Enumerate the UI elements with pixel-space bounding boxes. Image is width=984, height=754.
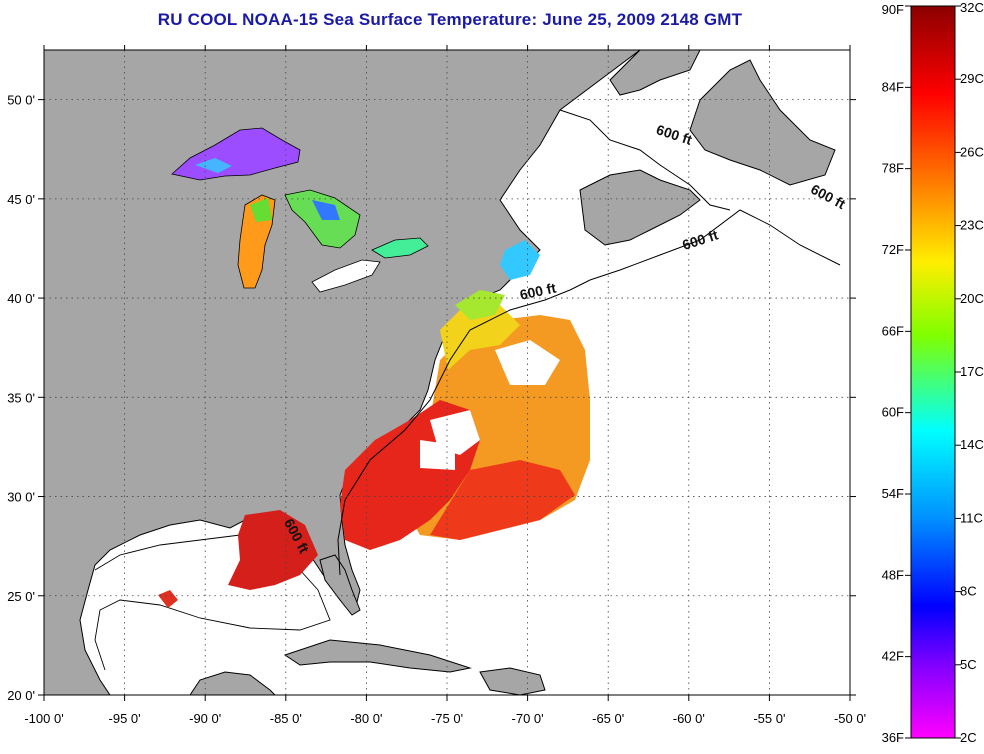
newfoundland-land	[689, 59, 836, 186]
nova-scotia-land	[579, 169, 701, 246]
cloud-gap-3	[420, 440, 455, 470]
colorbar-f-label: 48F	[882, 567, 904, 582]
north-america-land	[44, 50, 641, 695]
cuba-land	[283, 639, 472, 673]
cloud-gap-1	[495, 340, 560, 385]
colorbar-f-label: 66F	[882, 323, 904, 338]
colorbar-c-label: 20C	[960, 291, 984, 306]
lon-tick-label: -75 0'	[431, 711, 463, 726]
lon-tick-label: -100 0'	[24, 711, 63, 726]
lon-tick-label: -70 0'	[512, 711, 544, 726]
lake-huron-blue	[312, 200, 340, 220]
lon-tick-label: -50 0'	[834, 711, 866, 726]
map-title: RU COOL NOAA-15 Sea Surface Temperature:…	[157, 10, 743, 29]
hispaniola-land	[479, 667, 546, 695]
colorbar-c-label: 2C	[960, 730, 977, 745]
colorbar-c-label: 29C	[960, 71, 984, 86]
colorbar-f-label: 84F	[882, 79, 904, 94]
lon-tick-label: -65 0'	[592, 711, 624, 726]
sst-gulf-maine-cyan	[500, 240, 540, 280]
colorbar-c-label: 23C	[960, 218, 984, 233]
latitude-axis: 20 0' 25 0' 30 0' 35 0' 40 0' 45 0' 50 0'	[7, 93, 856, 703]
colorbar-c-label: 32C	[960, 0, 984, 15]
lon-tick-label: -80 0'	[350, 711, 382, 726]
colorbar-f-label: 78F	[882, 161, 904, 176]
colorbar-f-label: 72F	[882, 242, 904, 257]
colorbar-c-label: 26C	[960, 144, 984, 159]
colorbar-c-label: 8C	[960, 584, 977, 599]
lat-tick-label: 20 0'	[7, 688, 35, 703]
lat-tick-label: 30 0'	[7, 490, 35, 505]
colorbar-c-label: 14C	[960, 437, 984, 452]
colorbar-f-label: 60F	[882, 405, 904, 420]
colorbar-f-label: 36F	[882, 730, 904, 745]
grid-lines	[44, 50, 850, 695]
shelf-contour-600ft	[337, 209, 841, 576]
colorbar-f-label: 42F	[882, 649, 904, 664]
colorbar-c-label: 11C	[960, 510, 983, 525]
lon-tick-label: -85 0'	[270, 711, 302, 726]
lat-tick-label: 40 0'	[7, 291, 35, 306]
lat-tick-label: 50 0'	[7, 93, 35, 108]
contour-label-600ft: 600 ft	[518, 280, 557, 303]
lon-tick-label: -55 0'	[753, 711, 785, 726]
colorbar-c-label: 5C	[960, 657, 977, 672]
sst-gulf-small-red	[158, 590, 178, 608]
lat-tick-label: 35 0'	[7, 390, 35, 405]
lon-tick-label: -60 0'	[673, 711, 705, 726]
colorbar-c-label: 17C	[960, 364, 984, 379]
colorbar-celsius-labels: 32C 29C 26C 23C 20C 17C 14C 11C 8C 5C 2C	[955, 0, 984, 745]
gulf-shelf-contour	[94, 534, 331, 671]
shelf-contour-gulf-maine	[559, 109, 731, 211]
lake-superior-patch	[195, 158, 232, 173]
colorbar	[910, 5, 956, 739]
longitude-axis: -100 0' -95 0' -90 0' -85 0' -80 0' -75 0' -70…	[24, 45, 866, 726]
colorbar-f-label: 54F	[882, 486, 904, 501]
lake-ontario	[371, 237, 429, 259]
lake-michigan-north	[250, 198, 272, 222]
lon-tick-label: -95 0'	[109, 711, 141, 726]
sst-atlantic-yellow	[440, 300, 520, 370]
lon-tick-label: -90 0'	[189, 711, 221, 726]
sst-atlantic-green	[455, 290, 505, 320]
lake-erie	[311, 259, 381, 293]
lat-tick-label: 25 0'	[7, 589, 35, 604]
florida-land	[319, 554, 361, 616]
sst-gulf-mexico-red	[228, 510, 318, 590]
labrador-land	[609, 50, 701, 96]
yucatan-land	[189, 671, 276, 695]
sst-gulfstream-red-east	[430, 460, 575, 540]
colorbar-fahrenheit-labels: 90F 84F 78F 72F 66F 60F 54F 48F 42F 36F	[882, 2, 911, 745]
colorbar-f-label: 90F	[882, 2, 904, 17]
lat-tick-label: 45 0'	[7, 192, 35, 207]
